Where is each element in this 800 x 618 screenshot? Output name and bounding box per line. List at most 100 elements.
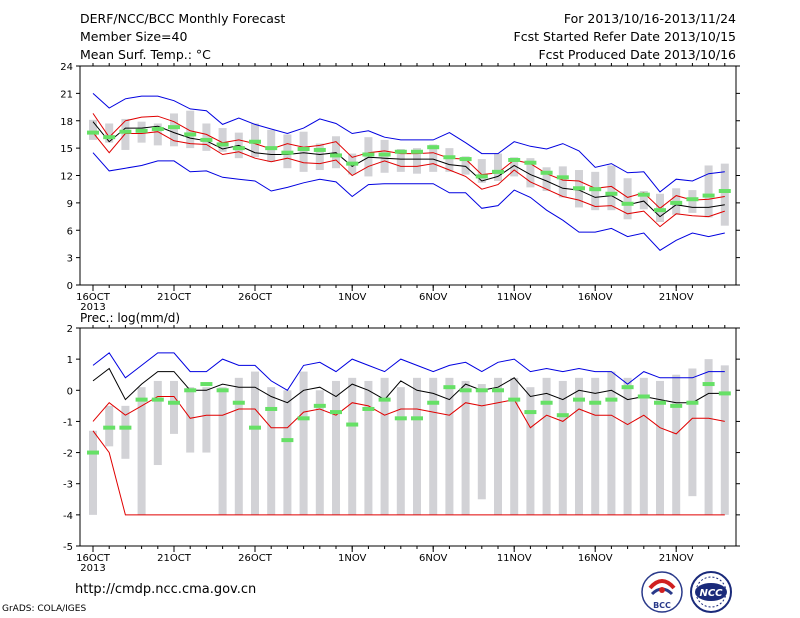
temp-box-33 bbox=[623, 178, 632, 220]
prec-xtick-label: 11NOV bbox=[497, 553, 532, 564]
temp-green-marker-13 bbox=[297, 147, 310, 152]
temp-green-marker-2 bbox=[119, 129, 132, 134]
temp-box-37 bbox=[688, 190, 697, 213]
prec-green-marker-25 bbox=[492, 388, 504, 393]
prec-xtick-label: 21NOV bbox=[659, 553, 694, 564]
prec-green-marker-35 bbox=[654, 400, 666, 405]
temp-green-marker-23 bbox=[459, 157, 472, 162]
temp-xtick-label: 1NOV bbox=[338, 292, 367, 303]
produced-date: Fcst Produced Date 2013/10/16 bbox=[538, 47, 736, 62]
prec-box-30 bbox=[575, 377, 583, 515]
prec-green-marker-21 bbox=[427, 400, 440, 405]
prec-green-marker-12 bbox=[281, 438, 294, 443]
temp-box-0 bbox=[89, 119, 97, 140]
temp-green-marker-26 bbox=[508, 157, 521, 162]
temp-green-marker-5 bbox=[168, 125, 180, 130]
prec-box-21 bbox=[429, 377, 438, 515]
prec-green-marker-16 bbox=[346, 422, 359, 427]
temp-green-marker-11 bbox=[265, 146, 278, 151]
prec-box-38 bbox=[704, 359, 713, 515]
variable-label: Mean Surf. Temp.: °C bbox=[80, 47, 211, 62]
temp-box-34 bbox=[639, 191, 648, 210]
temp-box-4 bbox=[153, 123, 162, 146]
svg-text:BCC: BCC bbox=[653, 601, 671, 610]
temp-green-marker-25 bbox=[492, 169, 504, 174]
chart-title: DERF/NCC/BCC Monthly Forecast bbox=[80, 11, 286, 26]
prec-ytick-label: -4 bbox=[63, 511, 73, 522]
prec-upper-line bbox=[92, 367, 725, 404]
temp-box-29 bbox=[558, 166, 567, 198]
temp-max-line bbox=[92, 93, 725, 193]
prec-green-marker-5 bbox=[168, 400, 180, 405]
temp-green-marker-27 bbox=[524, 160, 537, 165]
temp-box-24 bbox=[477, 159, 486, 183]
temp-lower-line bbox=[92, 131, 725, 228]
temp-green-marker-30 bbox=[573, 186, 585, 191]
temp-green-marker-0 bbox=[87, 130, 99, 135]
prec-green-marker-1 bbox=[103, 425, 116, 430]
temp-box-20 bbox=[413, 148, 421, 174]
prec-lower-line bbox=[92, 396, 725, 435]
prec-green-marker-39 bbox=[718, 391, 731, 396]
prec-green-marker-19 bbox=[394, 416, 407, 421]
prec-green-marker-27 bbox=[524, 410, 537, 415]
prec-box-5 bbox=[170, 380, 178, 434]
temp-mean-line bbox=[92, 121, 725, 218]
prec-box-23 bbox=[461, 380, 470, 515]
prec-green-marker-6 bbox=[184, 388, 197, 393]
temp-box-6 bbox=[186, 110, 195, 149]
prec-green-marker-0 bbox=[87, 450, 99, 455]
prec-box-2 bbox=[121, 405, 130, 459]
prec-green-marker-30 bbox=[573, 397, 585, 402]
temp-green-marker-7 bbox=[200, 137, 213, 142]
prec-box-25 bbox=[494, 377, 502, 515]
header-right: For 2013/10/16-2013/11/24 Fcst Started R… bbox=[514, 10, 737, 64]
prec-box-4 bbox=[153, 380, 162, 466]
prec-ytick-label: 0 bbox=[67, 386, 73, 397]
prec-green-marker-37 bbox=[686, 400, 699, 405]
prec-green-marker-15 bbox=[330, 410, 342, 415]
prec-box-9 bbox=[234, 377, 243, 515]
prec-xtick-label: 16OCT bbox=[76, 553, 111, 564]
grads-credit: GrADS: COLA/IGES bbox=[2, 604, 87, 614]
temp-ytick-label: 15 bbox=[60, 144, 73, 155]
prec-green-marker-18 bbox=[378, 397, 391, 402]
prec-green-marker-10 bbox=[249, 425, 261, 430]
prec-box-32 bbox=[607, 371, 616, 515]
prec-box-12 bbox=[283, 390, 292, 515]
temp-box-25 bbox=[494, 153, 502, 181]
temp-xtick-label: 26OCT bbox=[238, 292, 273, 303]
prec-box-7 bbox=[202, 387, 211, 453]
temp-ytick-label: 21 bbox=[60, 89, 73, 100]
temp-box-11 bbox=[267, 129, 276, 162]
temp-green-marker-33 bbox=[621, 201, 634, 206]
temp-green-marker-20 bbox=[411, 149, 423, 154]
prec-ytick-label: 2 bbox=[67, 324, 73, 335]
temp-box-32 bbox=[607, 165, 616, 211]
prec-xtick-label: 26OCT bbox=[238, 553, 273, 564]
prec-xtick-label: 21OCT bbox=[157, 553, 192, 564]
prec-box-18 bbox=[380, 377, 389, 515]
temp-min-line bbox=[92, 152, 725, 251]
prec-box-13 bbox=[299, 371, 308, 515]
footer-url[interactable]: http://cmdp.ncc.cma.gov.cn bbox=[75, 582, 257, 597]
prec-box-36 bbox=[672, 374, 681, 515]
temp-green-marker-36 bbox=[670, 200, 683, 205]
prec-green-marker-17 bbox=[362, 406, 375, 411]
prec-green-marker-24 bbox=[475, 388, 488, 393]
prec-box-34 bbox=[639, 377, 648, 515]
prec-box-33 bbox=[623, 377, 632, 515]
prec-box-20 bbox=[413, 377, 421, 515]
prec-box-39 bbox=[720, 365, 729, 515]
prec-box-0 bbox=[89, 430, 97, 515]
prec-box-6 bbox=[186, 387, 195, 453]
prec-ytick-label: -5 bbox=[63, 542, 73, 553]
prec-box-24 bbox=[477, 384, 486, 500]
prec-green-marker-22 bbox=[443, 385, 456, 390]
temp-green-marker-18 bbox=[378, 152, 391, 157]
forecast-period: For 2013/10/16-2013/11/24 bbox=[563, 11, 736, 26]
temp-green-marker-17 bbox=[362, 152, 375, 157]
temp-green-marker-39 bbox=[718, 189, 731, 194]
temp-green-marker-31 bbox=[589, 187, 602, 192]
prec-green-marker-7 bbox=[200, 382, 213, 387]
